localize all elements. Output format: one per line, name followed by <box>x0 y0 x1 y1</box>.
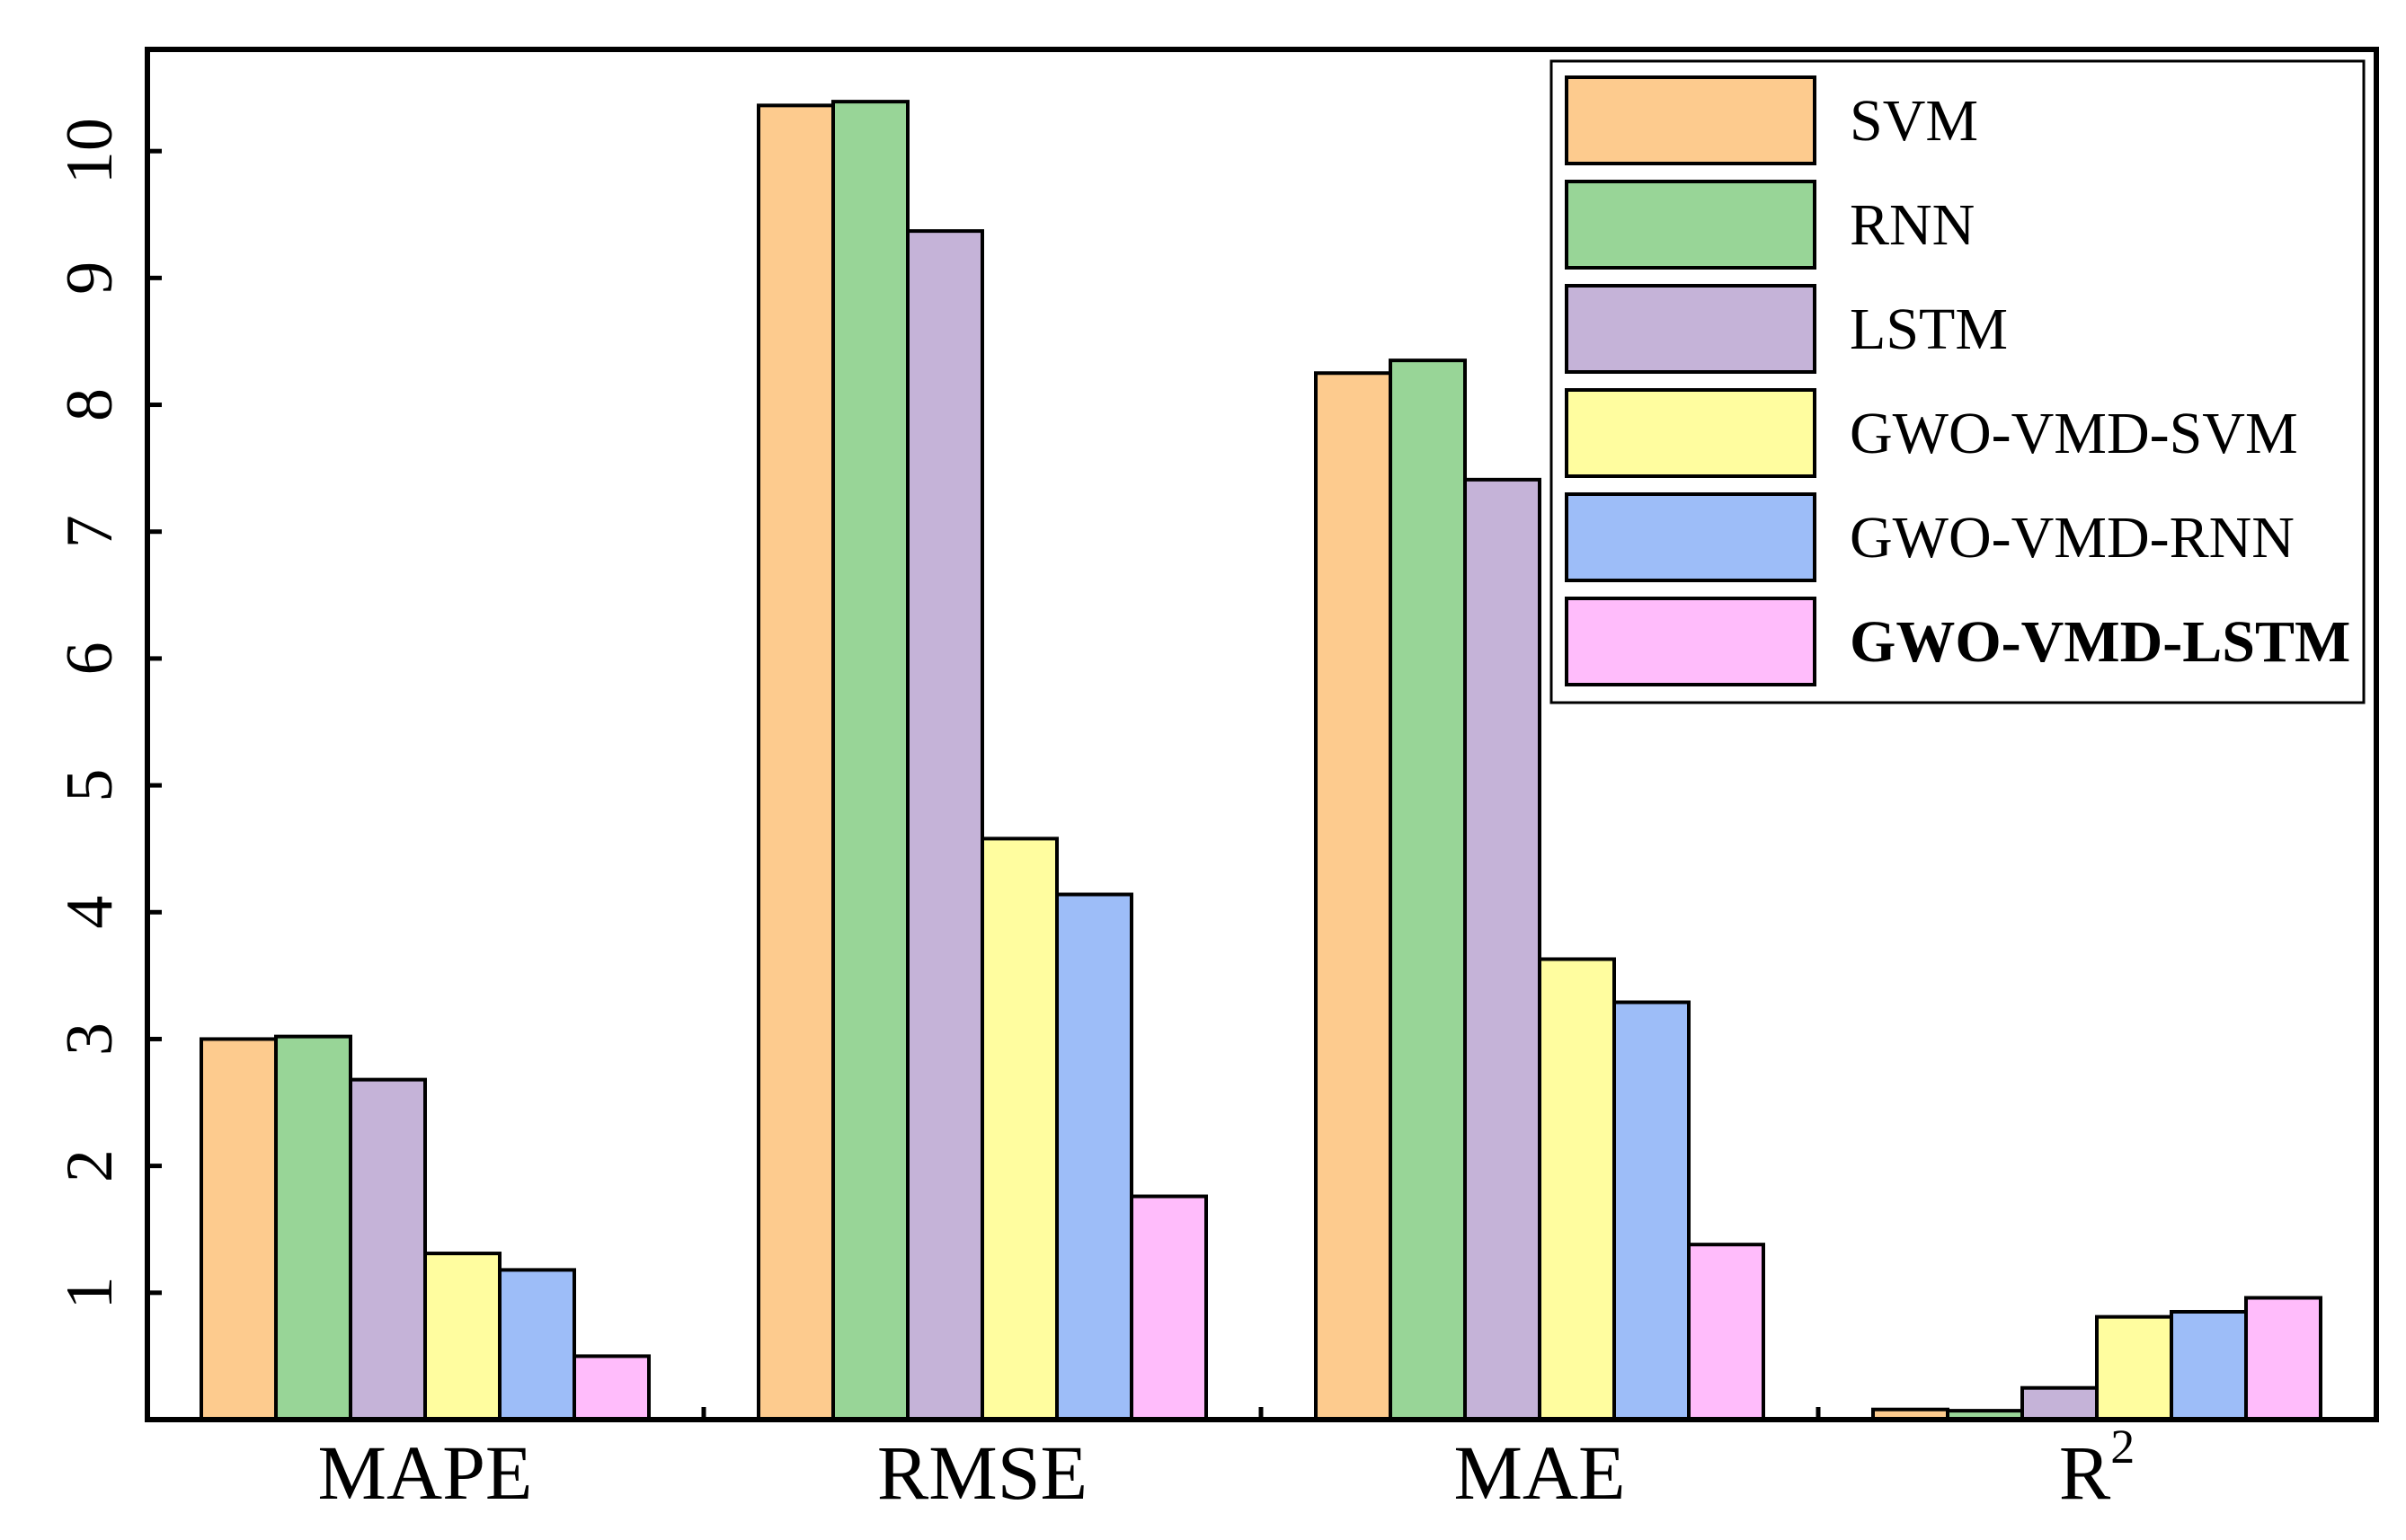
y-tick-label: 7 <box>53 515 127 548</box>
y-tick-label: 8 <box>53 388 127 421</box>
bar-gwo-vmd-lstm-mape <box>573 1354 651 1421</box>
bar-lstm-rmse <box>906 229 984 1422</box>
bar-lstm-r2 <box>2020 1385 2099 1422</box>
legend-swatch-gwo-vmd-svm <box>1565 388 1816 478</box>
bars-layer <box>200 100 2322 1422</box>
y-axis: 1 2 3 4 5 6 7 8 9 10 <box>53 118 162 1309</box>
x-category-text: MAE <box>1453 1429 1625 1516</box>
x-category-label: RMSE <box>877 1429 1088 1516</box>
bar-svm-rmse <box>757 103 835 1422</box>
legend: SVM RNN LSTM GWO-VMD-SVM GWO-VMD-RNN GWO-VMD-… <box>1549 59 2366 704</box>
legend-swatch-gwo-vmd-rnn <box>1565 492 1816 582</box>
bar-gwo-vmd-svm-mape <box>423 1252 502 1421</box>
legend-swatch-rnn <box>1565 180 1816 270</box>
legend-label-lstm: LSTM <box>1850 296 2008 362</box>
bar-gwo-vmd-lstm-mae <box>1687 1243 1765 1421</box>
bar-gwo-vmd-rnn-rmse <box>1055 892 1133 1421</box>
bar-rnn-mape <box>274 1034 352 1421</box>
legend-label-gwo-vmd-lstm: GWO-VMD-LSTM <box>1850 609 2350 675</box>
bar-gwo-vmd-lstm-r2 <box>2244 1296 2322 1421</box>
x-category-text: RMSE <box>877 1429 1088 1516</box>
bar-rnn-mae <box>1389 358 1467 1421</box>
bar-gwo-vmd-lstm-rmse <box>1130 1194 1208 1422</box>
bar-lstm-mape <box>349 1077 427 1421</box>
y-tick-label: 3 <box>53 1022 127 1056</box>
x-category-text: R <box>2059 1429 2111 1516</box>
bar-gwo-vmd-svm-r2 <box>2095 1314 2173 1421</box>
y-tick-label: 9 <box>53 261 127 295</box>
y-tick-label: 10 <box>53 118 127 184</box>
y-tick-label: 2 <box>53 1149 127 1182</box>
bar-rnn-rmse <box>831 100 910 1422</box>
bar-svm-mape <box>200 1037 278 1422</box>
legend-swatch-lstm <box>1565 284 1816 374</box>
bar-gwo-vmd-svm-rmse <box>981 836 1059 1421</box>
y-tick-label: 4 <box>53 896 127 929</box>
bar-gwo-vmd-rnn-mae <box>1612 1000 1691 1422</box>
x-category-superscript: 2 <box>2110 1420 2135 1474</box>
legend-swatch-gwo-vmd-lstm <box>1565 597 1816 686</box>
x-category-label: MAE <box>1453 1429 1625 1516</box>
y-tick-label: 5 <box>53 769 127 802</box>
bar-lstm-mae <box>1463 477 1541 1421</box>
bar-gwo-vmd-rnn-mape <box>498 1268 576 1421</box>
legend-box <box>1549 59 2366 704</box>
legend-swatch-svm <box>1565 75 1816 165</box>
x-axis: MAPE RMSE MAE R2 <box>318 1407 2135 1516</box>
legend-label-gwo-vmd-svm: GWO-VMD-SVM <box>1850 401 2298 466</box>
x-category-label: R2 <box>2059 1420 2135 1516</box>
legend-label-rnn: RNN <box>1850 192 1975 258</box>
bar-svm-mae <box>1314 371 1392 1421</box>
x-category-label: MAPE <box>318 1429 533 1516</box>
legend-label-svm: SVM <box>1850 88 1978 154</box>
bar-gwo-vmd-svm-mae <box>1538 957 1616 1421</box>
x-category-text: MAPE <box>318 1429 533 1516</box>
bar-gwo-vmd-rnn-r2 <box>2170 1309 2248 1422</box>
y-tick-label: 1 <box>53 1276 127 1309</box>
legend-label-gwo-vmd-rnn: GWO-VMD-RNN <box>1850 505 2295 571</box>
y-tick-label: 6 <box>53 642 127 675</box>
